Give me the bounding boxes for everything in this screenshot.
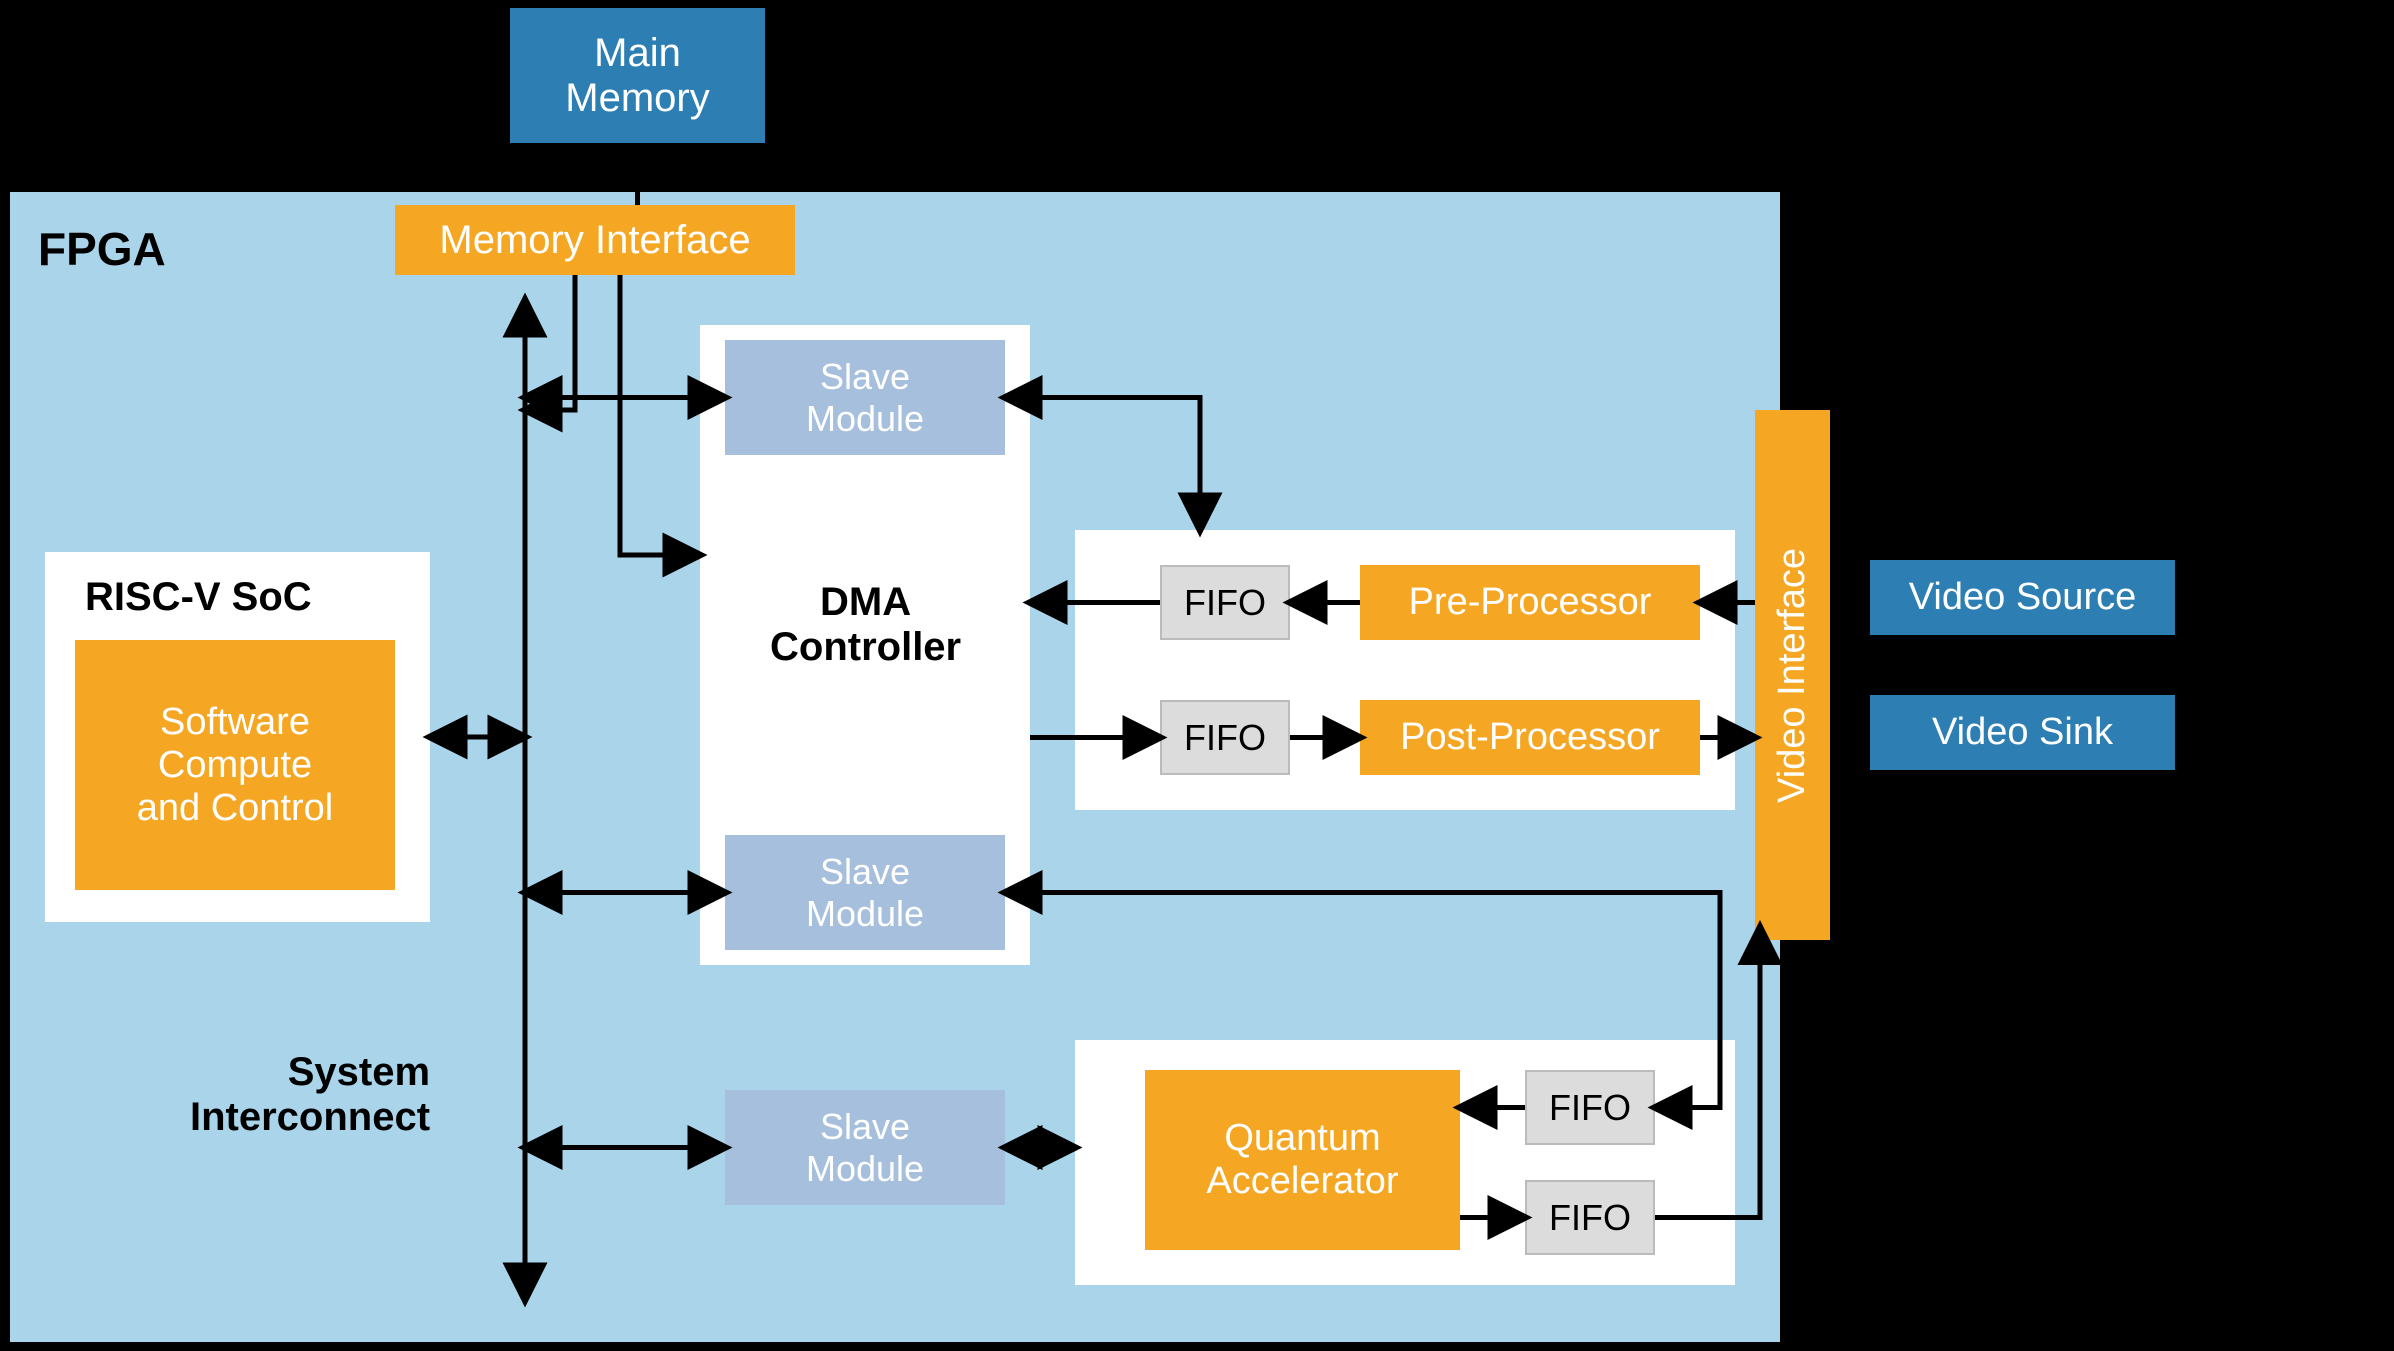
fifo-q-out: FIFO	[1525, 1180, 1655, 1255]
slave-module-3: SlaveModule	[725, 1090, 1005, 1205]
slave-module-1: SlaveModule	[725, 340, 1005, 455]
post-processor: Post-Processor	[1360, 700, 1700, 775]
slave-module-2: SlaveModule	[725, 835, 1005, 950]
fpga-label: FPGA	[38, 222, 166, 276]
dma-label: DMAController	[770, 580, 961, 670]
system-interconnect-label: SystemInterconnect	[190, 1050, 430, 1140]
riscv-title: RISC-V SoC	[85, 575, 312, 620]
fifo-q-in: FIFO	[1525, 1070, 1655, 1145]
pre-processor: Pre-Processor	[1360, 565, 1700, 640]
fifo-pre: FIFO	[1160, 565, 1290, 640]
quantum-accelerator: QuantumAccelerator	[1145, 1070, 1460, 1250]
video-source: Video Source	[1870, 560, 2175, 635]
fifo-post: FIFO	[1160, 700, 1290, 775]
soc-block: SoftwareComputeand Control	[75, 640, 395, 890]
video-sink: Video Sink	[1870, 695, 2175, 770]
main-memory: MainMemory	[510, 8, 765, 143]
memory-interface: Memory Interface	[395, 205, 795, 275]
video-interface: Video Interface	[1755, 410, 1830, 940]
